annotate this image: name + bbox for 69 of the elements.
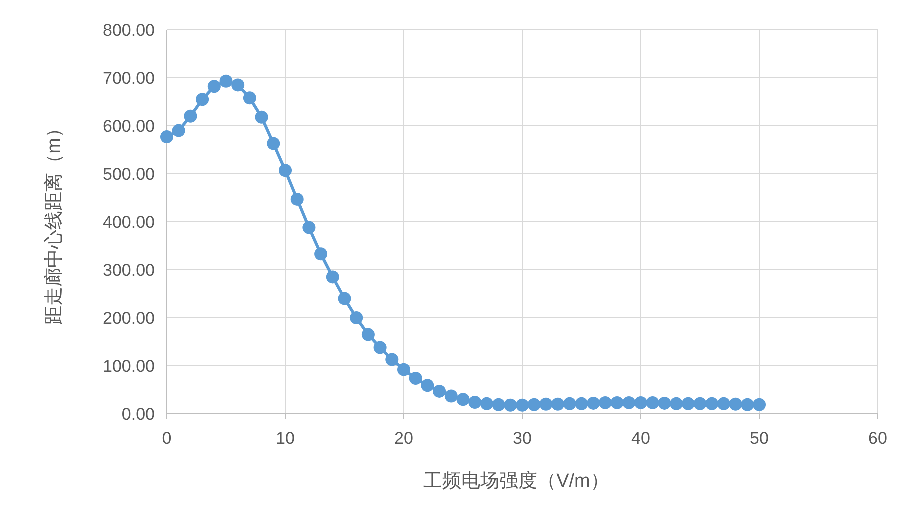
y-tick-label: 300.00 bbox=[103, 261, 155, 280]
point bbox=[670, 397, 684, 410]
y-tick-label: 0.00 bbox=[122, 405, 155, 424]
x-tick-label: 50 bbox=[750, 429, 769, 448]
point bbox=[302, 221, 316, 234]
point bbox=[314, 248, 328, 261]
x-tick-label: 60 bbox=[868, 429, 888, 448]
x-tick-label: 10 bbox=[276, 429, 295, 448]
point bbox=[398, 363, 410, 376]
point bbox=[646, 396, 660, 410]
point bbox=[634, 396, 648, 410]
point bbox=[658, 396, 672, 410]
y-axis-title: 距走廊中心线距离（m） bbox=[43, 119, 65, 325]
point bbox=[717, 397, 730, 410]
x-tick-label: 40 bbox=[632, 429, 650, 448]
point bbox=[290, 192, 304, 206]
point bbox=[350, 312, 364, 324]
x-tick-label: 0 bbox=[162, 429, 172, 448]
point bbox=[362, 328, 375, 342]
point bbox=[540, 398, 553, 411]
y-tick-label: 600.00 bbox=[103, 117, 155, 136]
x-axis-title: 工频电场强度（V/m） bbox=[424, 470, 610, 492]
point bbox=[386, 353, 399, 366]
point bbox=[552, 398, 565, 411]
y-tick-label: 400.00 bbox=[103, 213, 155, 232]
point bbox=[563, 397, 576, 410]
point bbox=[444, 390, 458, 403]
point bbox=[622, 396, 636, 410]
point bbox=[753, 398, 766, 412]
point bbox=[374, 341, 387, 354]
point bbox=[338, 292, 352, 306]
point bbox=[729, 398, 742, 411]
y-tick-label: 500.00 bbox=[103, 165, 155, 184]
point bbox=[480, 397, 494, 410]
point bbox=[610, 396, 624, 410]
point bbox=[279, 164, 292, 178]
x-tick-label: 30 bbox=[513, 429, 532, 448]
point bbox=[598, 396, 612, 410]
point bbox=[456, 393, 470, 406]
point bbox=[741, 398, 754, 412]
point bbox=[504, 398, 518, 412]
point bbox=[575, 397, 588, 410]
point bbox=[208, 80, 221, 94]
point bbox=[232, 78, 245, 92]
point bbox=[267, 137, 280, 150]
point bbox=[587, 396, 600, 410]
x-tick-label: 20 bbox=[394, 429, 414, 448]
point bbox=[409, 372, 422, 385]
point bbox=[694, 397, 707, 410]
point bbox=[220, 74, 233, 88]
point bbox=[706, 397, 719, 410]
y-tick-label: 800.00 bbox=[103, 21, 155, 40]
point bbox=[528, 398, 541, 412]
y-tick-label: 700.00 bbox=[103, 69, 155, 88]
y-tick-label: 200.00 bbox=[103, 309, 155, 328]
point bbox=[184, 110, 198, 123]
y-tick-label: 100.00 bbox=[103, 357, 155, 376]
point bbox=[421, 379, 434, 392]
point bbox=[468, 396, 482, 409]
point bbox=[433, 384, 446, 398]
point bbox=[326, 270, 340, 284]
point bbox=[682, 397, 695, 410]
point bbox=[492, 398, 506, 412]
point bbox=[255, 110, 268, 124]
point bbox=[160, 130, 174, 144]
point bbox=[172, 124, 186, 138]
point bbox=[516, 398, 529, 412]
point bbox=[243, 92, 256, 105]
point bbox=[196, 93, 210, 106]
